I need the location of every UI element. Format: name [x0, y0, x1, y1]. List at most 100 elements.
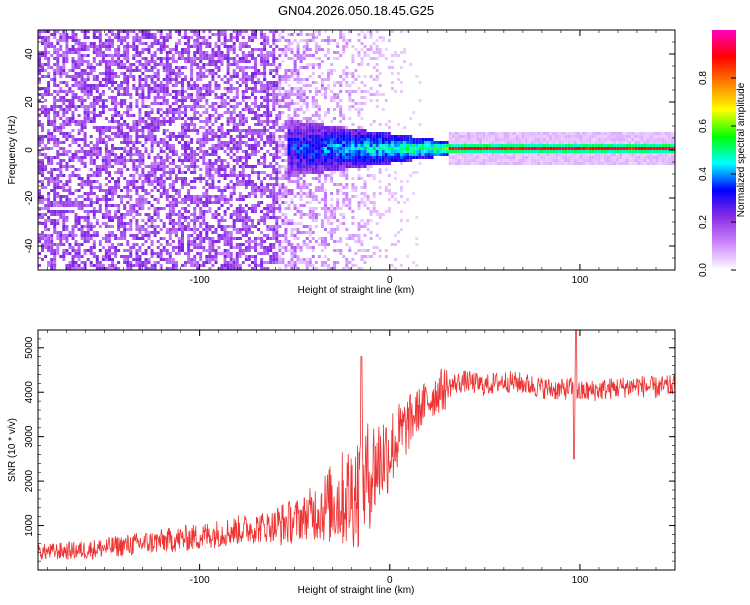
spectrogram-cell	[351, 129, 354, 132]
spectrogram-cell	[56, 219, 59, 222]
spectrogram-cell	[141, 36, 144, 39]
spectrogram-cell	[53, 243, 56, 246]
spectrogram-cell	[278, 192, 281, 195]
spectrogram-cell	[166, 258, 169, 261]
spectrogram-cell	[196, 141, 199, 144]
spectrogram-cell	[172, 96, 175, 99]
spectrogram-cell	[315, 90, 318, 93]
spectrogram-cell	[166, 204, 169, 207]
spectrogram-cell	[303, 162, 306, 165]
spectrogram-cell	[245, 246, 248, 249]
spectrogram-cell	[169, 150, 172, 153]
spectrogram-cell	[236, 72, 239, 75]
spectrogram-cell	[132, 159, 135, 162]
spectrogram-cell	[336, 57, 339, 60]
spectrogram-cell	[278, 261, 281, 264]
spectrogram-cell	[169, 36, 172, 39]
spectrogram-cell	[111, 177, 114, 180]
spectrogram-cell	[266, 129, 269, 132]
spectrogram-cell	[312, 177, 315, 180]
spectrogram-cell	[221, 123, 224, 126]
spectrogram-cell	[193, 111, 196, 114]
spectrogram-cell	[166, 60, 169, 63]
spectrogram-cell	[275, 201, 278, 204]
spectrogram-cell	[108, 126, 111, 129]
spectrogram-cell	[102, 156, 105, 159]
spectrogram-cell	[44, 63, 47, 66]
spectrogram-cell	[300, 231, 303, 234]
spectrogram-cell	[333, 156, 336, 159]
spectrogram-cell	[260, 72, 263, 75]
spectrogram-cell	[160, 45, 163, 48]
spectrogram-cell	[327, 108, 330, 111]
spectrogram-cell	[114, 159, 117, 162]
spectrogram-cell	[78, 252, 81, 255]
spectrogram-cell	[275, 162, 278, 165]
spectrogram-cell	[90, 87, 93, 90]
spectrogram-cell	[272, 33, 275, 36]
spectrogram-cell	[275, 174, 278, 177]
spectrogram-cell	[163, 111, 166, 114]
spectrogram-cell	[175, 231, 178, 234]
spectrogram-cell	[138, 36, 141, 39]
spectrogram-cell	[257, 132, 260, 135]
spectrogram-cell	[245, 45, 248, 48]
spectrogram-cell	[248, 192, 251, 195]
spectrogram-cell	[166, 120, 169, 123]
spectrogram-cell	[108, 240, 111, 243]
spectrogram-cell	[315, 213, 318, 216]
spectrogram-cell	[190, 60, 193, 63]
spectrogram-cell	[129, 138, 132, 141]
spectrogram-cell	[102, 129, 105, 132]
spectrogram-cell	[163, 87, 166, 90]
spectrogram-cell	[318, 45, 321, 48]
spectrogram-cell	[151, 195, 154, 198]
spectrogram-cell	[65, 45, 68, 48]
spectrogram-cell	[68, 252, 71, 255]
spectrogram-cell	[132, 207, 135, 210]
spectrogram-cell	[284, 39, 287, 42]
spectrogram-cell	[172, 147, 175, 150]
spectrogram-cell	[169, 93, 172, 96]
spectrogram-cell	[196, 201, 199, 204]
spectrogram-cell	[227, 96, 230, 99]
spectrogram-cell	[99, 171, 102, 174]
spectrogram-cell	[181, 72, 184, 75]
spectrogram-cell	[245, 42, 248, 45]
spectrogram-cell	[199, 225, 202, 228]
spectrogram-cell	[108, 153, 111, 156]
spectrogram-cell	[248, 60, 251, 63]
spectrogram-cell	[93, 234, 96, 237]
spectrogram-cell	[62, 63, 65, 66]
spectrogram-cell	[93, 33, 96, 36]
spectrogram-cell	[160, 141, 163, 144]
spectrogram-cell	[135, 69, 138, 72]
spectrogram-cell	[294, 246, 297, 249]
spectrogram-cell	[163, 180, 166, 183]
spectrogram-cell	[62, 258, 65, 261]
spectrogram-cell	[105, 135, 108, 138]
spectrogram-cell	[145, 147, 148, 150]
spectrogram-cell	[275, 93, 278, 96]
spectrogram-cell	[102, 255, 105, 258]
spectrogram-cell	[47, 63, 50, 66]
spectrogram-cell	[99, 93, 102, 96]
spectrogram-cell	[163, 36, 166, 39]
spectrogram-cell	[96, 147, 99, 150]
spectrogram-cell	[306, 192, 309, 195]
spectrogram-cell	[99, 45, 102, 48]
spectrogram-cell	[300, 141, 303, 144]
spectrogram-cell	[199, 258, 202, 261]
spectrogram-cell	[327, 126, 330, 129]
spectrogram-cell	[263, 39, 266, 42]
spectrogram-cell	[102, 42, 105, 45]
spectrogram-cell	[56, 213, 59, 216]
spectrogram-cell	[324, 240, 327, 243]
spectrogram-cell	[96, 210, 99, 213]
spectrogram-cell	[196, 117, 199, 120]
spectrogram-cell	[260, 195, 263, 198]
spectrogram-cell	[321, 129, 324, 132]
spectrogram-cell	[211, 138, 214, 141]
spectrogram-cell	[184, 135, 187, 138]
spectrogram-cell	[117, 216, 120, 219]
